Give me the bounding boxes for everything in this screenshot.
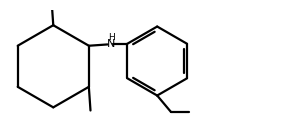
Text: N: N bbox=[107, 39, 115, 49]
Text: H: H bbox=[108, 33, 114, 42]
